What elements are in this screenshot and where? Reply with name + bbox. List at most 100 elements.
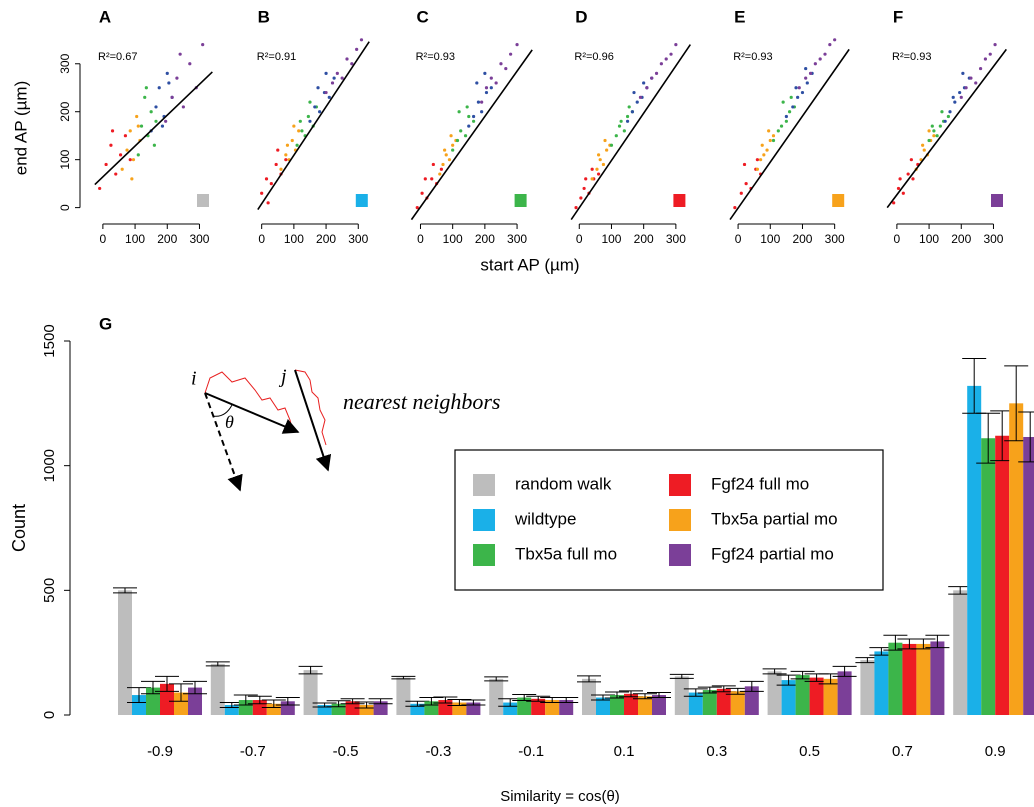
error-bar	[368, 698, 393, 705]
point	[149, 110, 153, 114]
bar	[688, 692, 703, 715]
point	[484, 86, 489, 90]
point	[669, 52, 673, 56]
point	[465, 105, 469, 109]
x-tick-label: 100	[284, 232, 304, 246]
point	[951, 95, 955, 99]
point	[906, 172, 910, 176]
point	[420, 191, 424, 195]
point	[308, 119, 312, 123]
point	[292, 124, 296, 128]
y-tick-label: 0	[58, 204, 72, 211]
bar	[582, 678, 596, 715]
point	[284, 158, 288, 162]
x-tick-label: 300	[189, 232, 209, 246]
point	[744, 182, 748, 186]
point	[779, 124, 784, 128]
x-tick-label: 300	[666, 232, 686, 246]
point	[590, 167, 594, 171]
x-tick-label: -0.9	[147, 743, 173, 760]
condition-marker	[355, 194, 368, 207]
point	[438, 172, 442, 176]
point	[324, 71, 328, 75]
x-tick-label: 0	[894, 232, 901, 246]
point	[739, 191, 743, 195]
point	[742, 162, 747, 167]
error-bar	[577, 675, 601, 683]
point	[755, 167, 759, 171]
r2-label: R²=0.93	[733, 51, 772, 63]
annotation: nearest neighbors	[343, 389, 500, 414]
x-tick-label: 0	[735, 232, 742, 246]
bar	[716, 688, 731, 715]
point	[125, 148, 129, 152]
point	[476, 100, 481, 104]
point	[828, 42, 832, 47]
point	[431, 162, 435, 167]
r2-label: R²=0.91	[257, 51, 296, 63]
point	[938, 124, 942, 128]
point	[909, 158, 913, 162]
bar	[981, 438, 996, 715]
point	[201, 42, 205, 47]
point	[595, 167, 599, 171]
point	[638, 95, 643, 99]
error-bar	[461, 699, 486, 706]
condition-marker	[197, 194, 209, 207]
point	[355, 47, 359, 51]
point	[467, 124, 471, 128]
point	[804, 76, 808, 80]
point	[771, 138, 776, 143]
point	[340, 76, 344, 80]
point	[164, 119, 168, 123]
point	[784, 114, 788, 119]
point	[927, 129, 931, 133]
fit-line	[886, 48, 1007, 209]
bar	[953, 590, 968, 715]
point	[104, 162, 108, 167]
point	[188, 62, 192, 66]
error-bar	[298, 665, 323, 675]
point	[818, 57, 822, 61]
point	[441, 162, 445, 167]
x-tick-label: 200	[792, 232, 812, 246]
y-tick-label: 0	[41, 711, 58, 719]
trajectory-j	[294, 369, 327, 446]
point	[152, 143, 156, 147]
point	[922, 148, 926, 152]
angle-arc	[212, 404, 233, 417]
point	[266, 201, 270, 205]
point	[175, 76, 179, 80]
point	[463, 134, 468, 138]
bar	[767, 671, 782, 715]
panel-label: F	[893, 7, 903, 26]
point	[345, 57, 349, 61]
point	[805, 81, 809, 85]
point	[833, 38, 837, 42]
x-tick-label: 0.7	[892, 743, 913, 760]
point	[935, 134, 939, 138]
bar	[916, 643, 931, 715]
legend-label: wildtype	[514, 509, 576, 528]
bar	[674, 676, 689, 715]
error-bar	[205, 661, 230, 667]
point	[808, 71, 813, 75]
y-tick-label: 1000	[41, 449, 58, 482]
point	[472, 119, 476, 123]
r2-label: R²=0.93	[892, 51, 931, 63]
point	[762, 153, 766, 157]
point	[590, 177, 594, 181]
point	[733, 206, 737, 210]
panel-label: G	[99, 314, 112, 333]
x-tick-label: 0.9	[985, 743, 1006, 760]
point	[475, 81, 479, 85]
point	[969, 76, 973, 80]
condition-marker	[991, 194, 1003, 207]
point	[359, 38, 364, 42]
point	[659, 62, 663, 66]
bar	[781, 680, 796, 715]
point	[619, 119, 623, 123]
point	[781, 100, 785, 104]
point	[932, 129, 936, 133]
point	[499, 62, 503, 66]
